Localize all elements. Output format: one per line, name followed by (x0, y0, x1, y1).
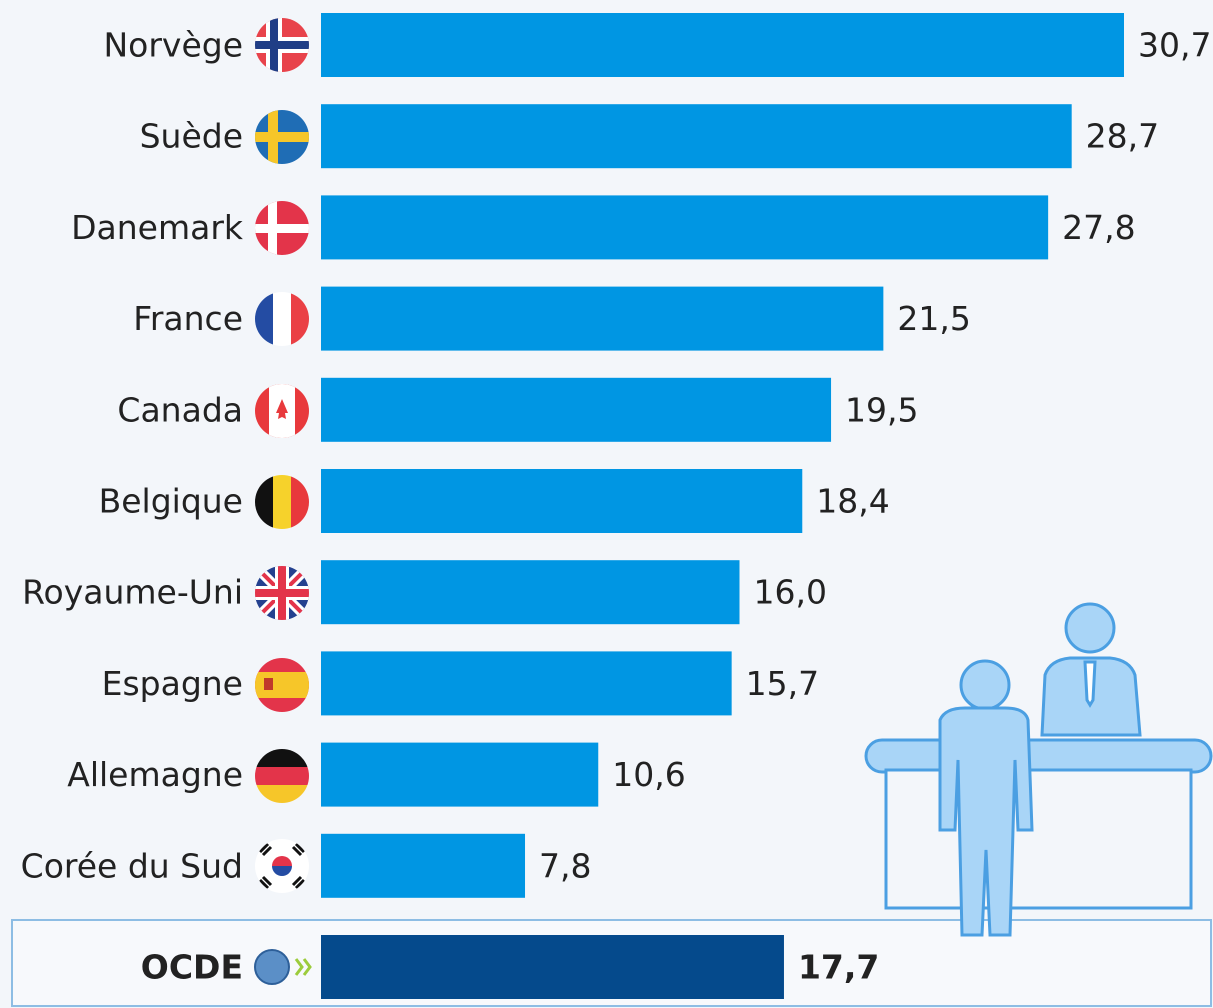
value-label: 27,8 (1062, 208, 1135, 247)
bar (321, 935, 784, 999)
bar (321, 560, 740, 624)
category-label: France (133, 299, 243, 338)
value-label: 17,7 (798, 948, 879, 987)
bar (321, 104, 1072, 168)
chart: Norvège 30,7 Suède 28,7 Danemark 27,8 France 21… (0, 0, 1213, 1008)
bar (321, 13, 1124, 77)
bar (321, 834, 525, 898)
value-label: 16,0 (754, 573, 827, 612)
illustration (866, 604, 1211, 935)
value-label: 30,7 (1138, 26, 1211, 65)
value-label: 28,7 (1086, 117, 1159, 156)
bar (321, 195, 1048, 259)
bar (321, 469, 802, 533)
category-label: Royaume-Uni (22, 573, 243, 612)
bar (321, 287, 883, 351)
category-label: Belgique (99, 482, 243, 521)
value-label: 18,4 (816, 482, 889, 521)
category-label: Danemark (71, 208, 244, 247)
category-label: Canada (117, 390, 243, 429)
value-label: 7,8 (539, 846, 591, 885)
category-label: Corée du Sud (21, 846, 243, 885)
flags (252, 15, 312, 984)
value-label: 19,5 (845, 390, 918, 429)
category-label: OCDE (141, 948, 243, 987)
category-label: Suède (140, 117, 243, 156)
bar (321, 651, 732, 715)
category-label: Allemagne (67, 755, 243, 794)
bar (321, 378, 831, 442)
category-label: Espagne (102, 664, 243, 703)
bar (321, 743, 598, 807)
value-label: 21,5 (897, 299, 970, 338)
value-label: 15,7 (746, 664, 819, 703)
value-label: 10,6 (612, 755, 685, 794)
category-label: Norvège (103, 26, 243, 65)
